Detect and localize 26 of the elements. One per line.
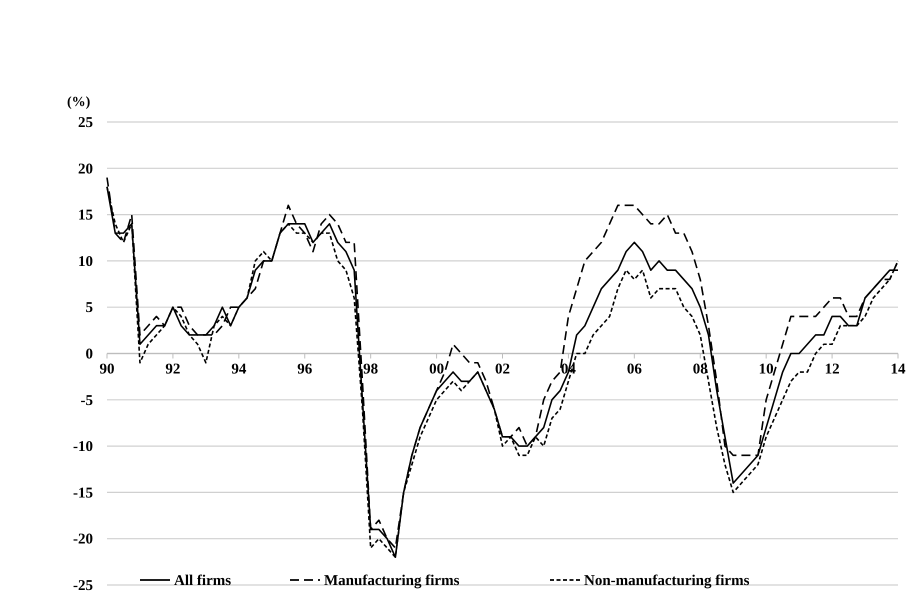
- y-tick-label: -25: [73, 578, 93, 594]
- x-tick-label: 92: [165, 362, 180, 378]
- x-tick-label: 06: [626, 362, 642, 378]
- x-tick-label: 96: [297, 362, 313, 378]
- y-tick-label: 0: [86, 346, 93, 362]
- x-tick-label: 94: [231, 362, 247, 378]
- y-tick-label: 20: [78, 161, 93, 178]
- x-tick-label: 02: [495, 362, 510, 378]
- y-tick-label: -5: [80, 392, 93, 409]
- y-axis-title: (%): [67, 95, 91, 110]
- y-tick-label: 5: [86, 300, 93, 316]
- y-tick-label: -10: [73, 439, 93, 456]
- y-tick-label: -20: [73, 532, 93, 548]
- y-tick-label: 10: [78, 254, 93, 270]
- y-tick-label: 15: [78, 208, 93, 224]
- y-tick-label: -15: [73, 485, 93, 502]
- legend-label: All firms: [174, 573, 232, 589]
- x-tick-label: 00: [429, 362, 444, 378]
- y-tick-label: 25: [78, 115, 93, 131]
- x-tick-label: 12: [824, 362, 840, 378]
- x-tick-label: 10: [758, 362, 774, 378]
- x-tick-label: 14: [890, 362, 906, 378]
- legend-label: Non-manufacturing firms: [584, 573, 750, 589]
- x-tick-label: 90: [100, 362, 114, 378]
- legend-label: Manufacturing firms: [324, 573, 460, 589]
- x-tick-label: 98: [363, 362, 378, 378]
